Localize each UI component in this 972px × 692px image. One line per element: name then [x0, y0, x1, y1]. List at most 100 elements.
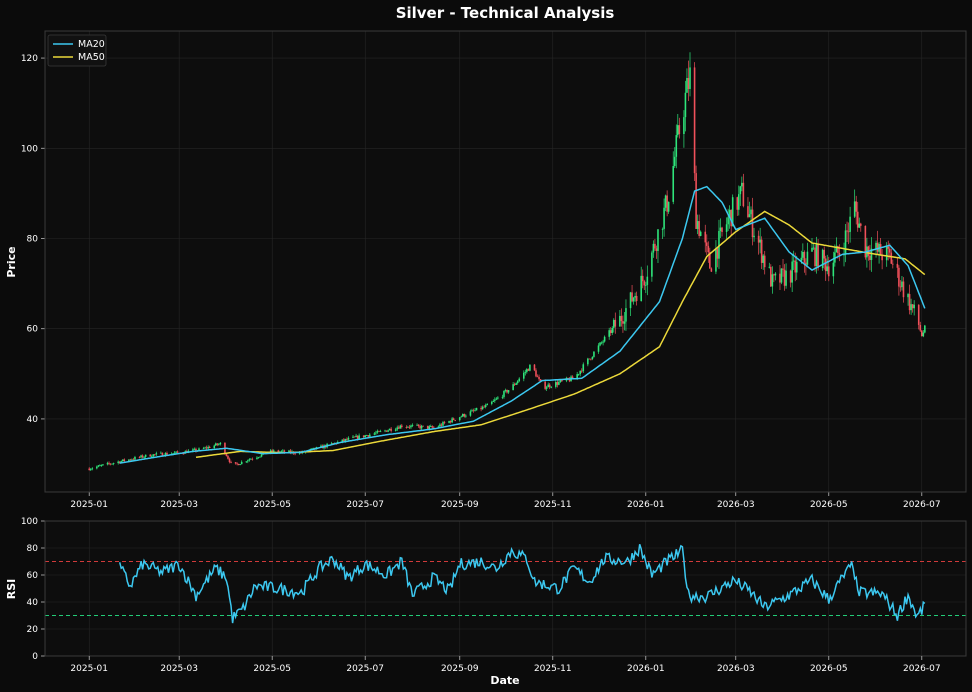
candle-up — [140, 455, 142, 458]
rsi-tick-label: 60 — [27, 571, 39, 581]
ma20-line — [119, 185, 926, 464]
candle-up — [134, 457, 136, 460]
candle-down — [707, 245, 710, 253]
candle-up — [640, 275, 643, 302]
candle-down — [908, 294, 911, 311]
candle-down — [887, 246, 890, 249]
candle-up — [248, 459, 251, 461]
candle-up — [218, 444, 220, 445]
candle-down — [899, 286, 902, 288]
candle-down — [452, 418, 455, 420]
candle-up — [245, 461, 248, 463]
candle-down — [433, 427, 435, 429]
candle-down — [544, 381, 546, 389]
price-x-tick-label: 2026-07 — [903, 500, 941, 510]
candle-down — [879, 243, 882, 256]
candle-down — [538, 377, 540, 380]
candle-down — [506, 389, 508, 393]
candle-up — [429, 426, 432, 428]
legend-ma20-label: MA20 — [78, 39, 105, 50]
candle-up — [661, 228, 664, 230]
candle-down — [195, 448, 197, 452]
candle-up — [399, 425, 402, 429]
price-y-ticks: 40 60 80 100 120 2025-01 2025-03 2025-05 2025-07… — [21, 54, 941, 510]
candle-up — [497, 397, 499, 399]
legend-box — [47, 34, 107, 67]
candle-up — [759, 239, 761, 243]
price-panel-frame — [44, 30, 967, 493]
candle-down — [463, 413, 466, 417]
candle-up — [352, 436, 354, 438]
candle-down — [590, 358, 592, 360]
candle-down — [182, 453, 185, 455]
candle-up — [516, 381, 519, 384]
candle-up — [111, 463, 113, 465]
candle-down — [533, 364, 536, 371]
candle-down — [426, 425, 429, 429]
candle-up — [780, 268, 783, 283]
candle-down — [422, 425, 424, 427]
candle-up — [762, 255, 764, 263]
candle-up — [593, 351, 595, 357]
candle-up — [120, 461, 123, 463]
candle-down — [408, 426, 411, 428]
candle-down — [367, 435, 370, 437]
price-x-tick-label: 2025-07 — [346, 500, 384, 510]
candle-up — [835, 246, 838, 253]
candle-down — [161, 452, 164, 456]
candle-up — [259, 456, 261, 458]
candle-down — [237, 463, 240, 466]
candle-down — [236, 463, 238, 465]
candle-down — [123, 459, 126, 462]
candle-down — [695, 173, 697, 229]
candle-down — [289, 450, 292, 453]
candle-down — [271, 450, 274, 452]
candle-up — [753, 235, 755, 238]
candle-down — [527, 369, 530, 371]
candle-up — [910, 304, 912, 311]
candle-down — [536, 376, 539, 378]
candle-up — [826, 266, 829, 272]
candle-down — [356, 435, 359, 439]
candle-down — [166, 452, 168, 455]
candle-up — [219, 442, 222, 445]
candle-up — [611, 327, 614, 333]
candle-up — [664, 195, 667, 208]
candle-down — [205, 447, 208, 449]
candle-up — [495, 398, 498, 400]
candle-down — [141, 455, 144, 458]
candle-up — [442, 422, 444, 426]
candle-up — [494, 399, 496, 401]
candle-up — [529, 364, 531, 371]
candle-up — [832, 262, 835, 277]
candle-up — [844, 230, 847, 255]
candle-up — [344, 438, 347, 441]
candle-down — [483, 406, 485, 408]
candle-up — [368, 434, 371, 437]
candle-up — [100, 465, 103, 466]
candle-up — [501, 396, 504, 398]
candle-up — [257, 457, 260, 459]
candle-down — [346, 438, 348, 440]
candle-down — [614, 319, 617, 327]
candle-down — [230, 462, 232, 463]
candle-down — [362, 435, 365, 438]
candle-down — [225, 453, 228, 457]
candle-down — [88, 468, 91, 471]
candle-up — [675, 135, 678, 157]
candle-up — [143, 456, 145, 458]
candle-up — [282, 450, 284, 452]
candle-up — [858, 223, 861, 228]
candle-up — [728, 209, 731, 218]
candle-up — [214, 443, 217, 446]
candle-up — [204, 447, 206, 449]
candle-down — [454, 419, 456, 421]
candle-up — [469, 411, 472, 416]
candle-up — [524, 371, 527, 373]
candle-up — [330, 443, 333, 444]
candle-up — [448, 421, 450, 423]
candle-up — [288, 450, 290, 453]
candle-down — [779, 273, 781, 283]
price-grid — [45, 31, 966, 492]
candle-up — [901, 281, 903, 288]
